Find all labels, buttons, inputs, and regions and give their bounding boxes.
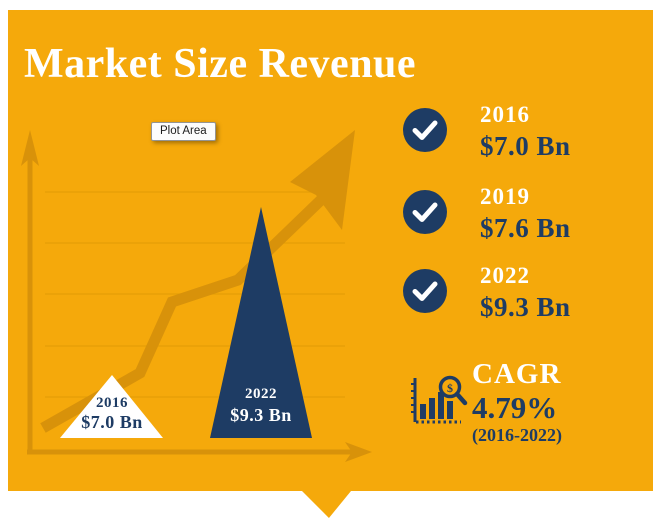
cagr-block: $ CAGR 4.79% (2016-2022) bbox=[403, 358, 653, 468]
bar-chart-magnifier-icon: $ bbox=[409, 374, 469, 428]
pyramid-2022-value: $9.3 Bn bbox=[230, 405, 292, 425]
check-icon bbox=[403, 269, 447, 313]
pyramid-2016-value: $7.0 Bn bbox=[81, 412, 143, 432]
stat-year: 2022 bbox=[480, 263, 530, 288]
plot-area[interactable]: 2016 $7.0 Bn 2022 $9.3 Bn bbox=[8, 110, 398, 482]
x-axis-arrow-icon bbox=[345, 442, 372, 462]
orange-panel: Market Size Revenue bbox=[8, 10, 653, 518]
stat-value: $9.3 Bn bbox=[480, 292, 571, 322]
stat-row-2019: 2019 $7.6 Bn bbox=[403, 184, 653, 264]
svg-text:$: $ bbox=[447, 381, 453, 395]
pyramid-2016-year: 2016 bbox=[96, 395, 128, 411]
y-axis-arrow-icon bbox=[21, 130, 39, 166]
speech-bubble-tail bbox=[302, 491, 351, 518]
y-axis bbox=[21, 130, 39, 454]
check-icon bbox=[403, 108, 447, 152]
stat-value: $7.0 Bn bbox=[480, 131, 571, 161]
stat-year: 2019 bbox=[480, 184, 530, 209]
stat-row-2022: 2022 $9.3 Bn bbox=[403, 263, 653, 343]
check-icon bbox=[403, 190, 447, 234]
page-title: Market Size Revenue bbox=[24, 41, 417, 87]
x-axis bbox=[27, 442, 372, 462]
pyramid-2022: 2022 $9.3 Bn bbox=[210, 207, 312, 438]
chart-canvas: 2016 $7.0 Bn 2022 $9.3 Bn bbox=[21, 130, 372, 462]
stat-value: $7.6 Bn bbox=[480, 213, 571, 243]
cagr-label: CAGR bbox=[472, 358, 562, 390]
cagr-period: (2016-2022) bbox=[472, 425, 562, 445]
pyramid-2016: 2016 $7.0 Bn bbox=[60, 375, 163, 438]
cagr-value: 4.79% bbox=[472, 390, 558, 425]
plot-area-tooltip: Plot Area bbox=[151, 122, 216, 141]
stat-year: 2016 bbox=[480, 102, 530, 127]
pyramid-2022-year: 2022 bbox=[245, 386, 277, 402]
stat-row-2016: 2016 $7.0 Bn bbox=[403, 102, 653, 182]
trend-arrow-icon bbox=[40, 130, 355, 433]
